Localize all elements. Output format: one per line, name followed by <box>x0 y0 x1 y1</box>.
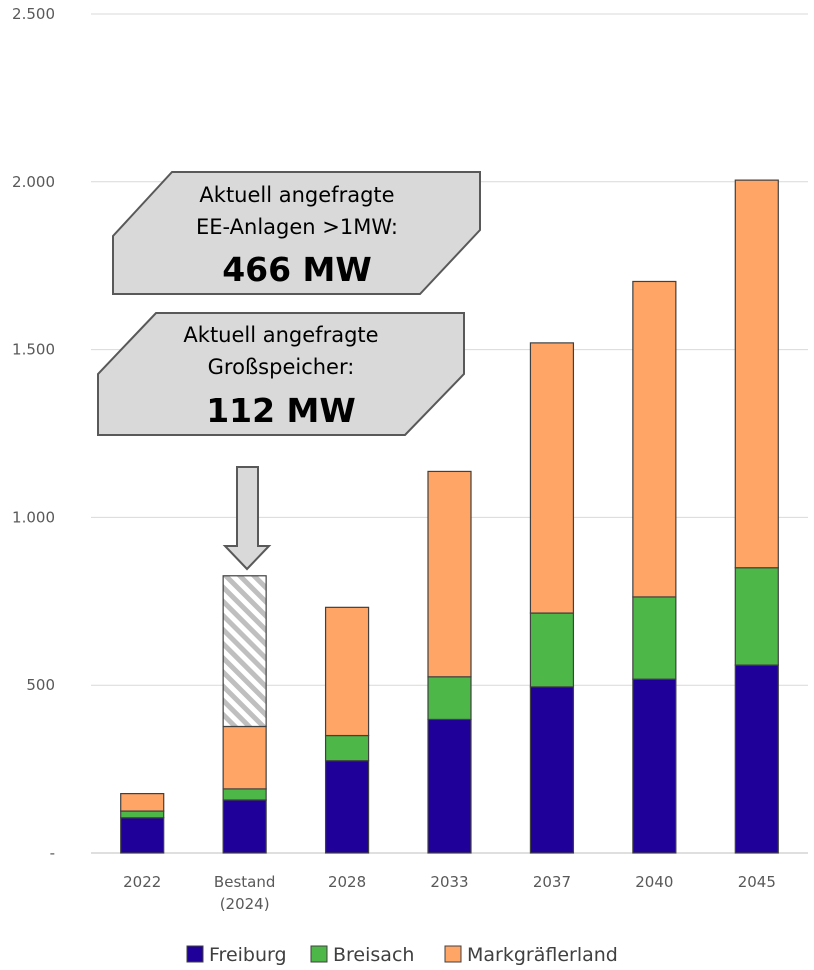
bar-segment-breisach <box>324 734 370 762</box>
legend-item-breisach: Breisach <box>310 944 414 966</box>
x-category-label: Bestand <box>214 873 275 891</box>
callout-ee-anlagen: Aktuell angefragte EE-Anlagen >1MW: 466 … <box>112 171 481 295</box>
bar-segment-freiburg <box>324 760 370 854</box>
bar-segment-markgräflerland <box>734 179 779 569</box>
callout-ee-anlagen-shape <box>112 171 481 295</box>
legend-label-freiburg: Freiburg <box>209 944 287 966</box>
legend-swatch-freiburg <box>186 945 204 963</box>
bar-segment-breisach <box>734 567 779 666</box>
bar-segment-breisach <box>529 612 575 688</box>
legend-label-markgraeflerland: Markgräflerland <box>467 944 618 966</box>
x-category-label: 2033 <box>430 873 468 891</box>
y-tick-label: 500 <box>26 676 55 694</box>
bar-segment-freiburg <box>529 686 575 854</box>
y-axis-ticks: - 500 1.000 1.500 2.000 2.500 <box>12 5 55 862</box>
bar-segment-pending <box>222 575 267 728</box>
callout-ee-anlagen-line-2: EE-Anlagen >1MW: <box>196 215 398 239</box>
callout-ee-anlagen-value: 466 MW <box>222 250 372 289</box>
bar-segment-markgräflerland <box>222 725 267 790</box>
y-tick-label: 1.000 <box>12 508 55 526</box>
bar-segment-markgräflerland <box>324 606 370 737</box>
legend-label-breisach: Breisach <box>333 944 414 966</box>
bar-segment-breisach <box>120 810 165 819</box>
bar-segment-markgräflerland <box>427 470 472 678</box>
bars <box>120 179 779 854</box>
bar-segment-markgräflerland <box>120 792 165 812</box>
bar-segment-freiburg <box>120 817 165 854</box>
x-category-label: 2028 <box>328 873 366 891</box>
bar-segment-markgräflerland <box>529 342 575 614</box>
callout-grossspeicher-line-2: Großspeicher: <box>208 355 355 379</box>
bar-segment-freiburg <box>222 799 267 854</box>
legend-item-markgraeflerland: Markgräflerland <box>444 944 618 966</box>
bar-segment-freiburg <box>427 718 472 854</box>
callout-grossspeicher-line-1: Aktuell angefragte <box>183 323 378 347</box>
x-category-label: 2022 <box>123 873 161 891</box>
legend-swatch-markgraeflerland <box>444 945 462 963</box>
legend: Freiburg Breisach Markgräflerland <box>186 944 618 966</box>
callout-grossspeicher: Aktuell angefragte Großspeicher: 112 MW <box>97 312 465 436</box>
legend-swatch-breisach <box>310 945 328 963</box>
down-arrow-icon <box>222 466 272 571</box>
x-axis-labels: 2022 Bestand (2024) 2028 2033 2037 2040 2045 <box>123 873 776 913</box>
callout-ee-anlagen-line-1: Aktuell angefragte <box>199 183 394 207</box>
y-tick-label: 2.000 <box>12 173 55 191</box>
callout-grossspeicher-value: 112 MW <box>206 391 356 430</box>
bar-segment-breisach <box>427 676 472 721</box>
bar-segment-freiburg <box>632 678 677 854</box>
x-category-label: 2037 <box>533 873 571 891</box>
y-tick-label: 1.500 <box>12 341 55 359</box>
x-category-label: 2040 <box>635 873 673 891</box>
x-category-label: (2024) <box>220 895 270 913</box>
bar-segment-breisach <box>222 788 267 801</box>
bar-segment-freiburg <box>734 664 779 854</box>
y-tick-label: 2.500 <box>12 5 55 23</box>
y-tick-label: - <box>50 844 55 862</box>
callout-grossspeicher-shape <box>97 312 465 436</box>
bar-segment-markgräflerland <box>632 280 677 598</box>
legend-item-freiburg: Freiburg <box>186 944 287 966</box>
bar-segment-breisach <box>632 596 677 680</box>
x-category-label: 2045 <box>738 873 776 891</box>
